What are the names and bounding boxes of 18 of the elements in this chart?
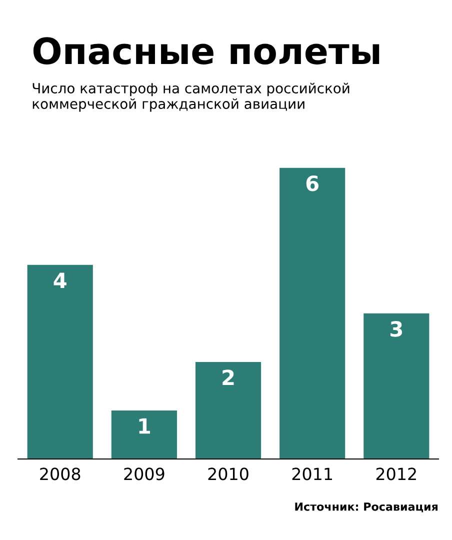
data-label: 4 [54,272,66,288]
data-label: 6 [306,175,318,192]
x-tick-label: 2009 [124,468,164,480]
x-tick-label: 2012 [376,468,416,480]
x-tick-label: 2011 [292,468,332,480]
data-label: 1 [139,418,150,434]
bar [27,264,93,459]
text: Источник: Росавиация [295,502,438,512]
data-label: 2 [222,370,234,386]
x-tick-label: 2010 [208,468,248,480]
bar [111,410,177,459]
chart-title: Опасные полеты [33,37,380,64]
x-tick-label: 2008 [40,468,80,480]
bar [364,313,430,459]
chart-subtitle: Число катастроф на самолетах российской коммерческой гражданской авиации [32,82,350,112]
bar [195,362,262,459]
bar [280,168,346,459]
data-label: 3 [390,321,402,337]
